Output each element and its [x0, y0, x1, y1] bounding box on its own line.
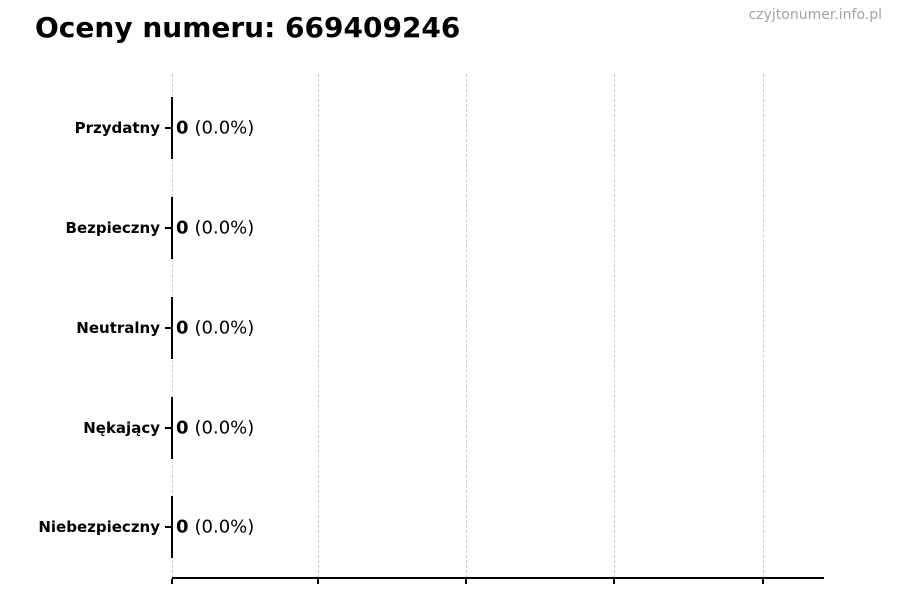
bar-row: Neutralny 0 (0.0%) [0, 278, 900, 378]
bar-row: Niebezpieczny 0 (0.0%) [0, 477, 900, 577]
value-annotation: 0 (0.0%) [176, 318, 254, 339]
value-annotation: 0 (0.0%) [176, 118, 254, 139]
value-label: 0 [176, 117, 189, 139]
value-label: 0 [176, 417, 189, 439]
percent-label: (0.0%) [194, 117, 255, 139]
percent-label: (0.0%) [194, 217, 255, 239]
bar-zero-edge [171, 197, 173, 259]
percent-label: (0.0%) [194, 516, 255, 538]
y-axis-tick [165, 227, 172, 229]
value-annotation: 0 (0.0%) [176, 517, 254, 538]
watermark: czyjtonumer.info.pl [748, 7, 882, 23]
category-label: Niebezpieczny [38, 518, 160, 536]
y-axis-tick [165, 427, 172, 429]
gridline [466, 74, 467, 578]
gridline [614, 74, 615, 578]
x-axis-tick [317, 579, 319, 584]
x-axis [172, 577, 824, 579]
x-axis-tick [465, 579, 467, 584]
value-label: 0 [176, 317, 189, 339]
category-label: Bezpieczny [65, 219, 160, 237]
value-label: 0 [176, 217, 189, 239]
x-axis-tick [762, 579, 764, 584]
bar-zero-edge [171, 297, 173, 359]
x-axis-tick [171, 579, 173, 584]
category-label: Neutralny [76, 319, 160, 337]
bar-row: Przydatny 0 (0.0%) [0, 78, 900, 178]
x-axis-tick [613, 579, 615, 584]
bar-row: Nękający 0 (0.0%) [0, 378, 900, 478]
bar-row: Bezpieczny 0 (0.0%) [0, 178, 900, 278]
value-annotation: 0 (0.0%) [176, 418, 254, 439]
category-label: Przydatny [74, 119, 160, 137]
y-axis-tick [165, 526, 172, 528]
percent-label: (0.0%) [194, 417, 255, 439]
y-axis-tick [165, 327, 172, 329]
category-label: Nękający [83, 419, 160, 437]
y-axis-tick [165, 127, 172, 129]
percent-label: (0.0%) [194, 317, 255, 339]
value-label: 0 [176, 516, 189, 538]
chart-title: Oceny numeru: 669409246 [35, 11, 461, 44]
bar-zero-edge [171, 97, 173, 159]
gridline [763, 74, 764, 578]
bar-zero-edge [171, 397, 173, 459]
value-annotation: 0 (0.0%) [176, 218, 254, 239]
bar-zero-edge [171, 496, 173, 558]
gridline [318, 74, 319, 578]
